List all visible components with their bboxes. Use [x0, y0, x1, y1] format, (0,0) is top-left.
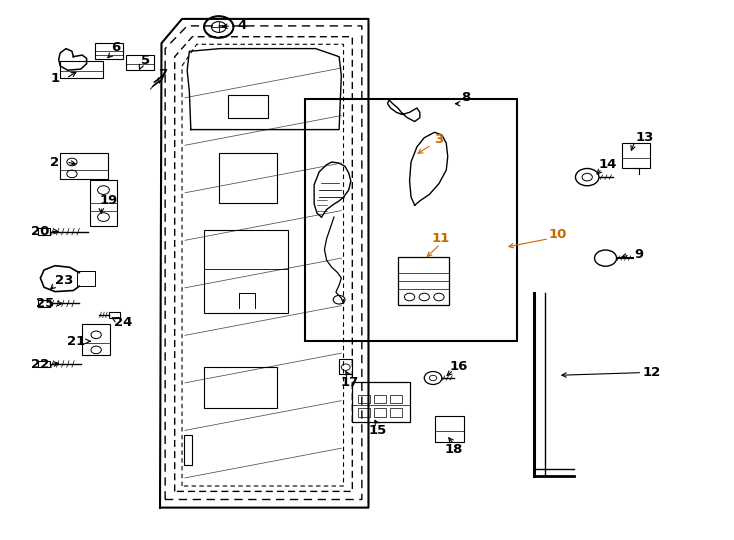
- Text: 6: 6: [112, 41, 120, 54]
- Bar: [305, 99, 517, 341]
- Text: 15: 15: [369, 424, 387, 437]
- Bar: [109, 312, 120, 318]
- Bar: [358, 395, 370, 403]
- Text: 2: 2: [51, 156, 59, 168]
- Text: 14: 14: [598, 158, 617, 171]
- Text: 9: 9: [634, 248, 643, 261]
- Bar: [374, 408, 386, 417]
- Text: 3: 3: [435, 133, 443, 146]
- Bar: [38, 361, 50, 367]
- Text: 1: 1: [51, 72, 59, 85]
- Text: 23: 23: [55, 274, 74, 287]
- Bar: [228, 95, 268, 118]
- Text: 13: 13: [635, 131, 654, 144]
- Bar: [60, 61, 103, 78]
- Text: 22: 22: [32, 358, 49, 371]
- Text: 21: 21: [68, 335, 85, 348]
- Bar: [204, 367, 277, 408]
- Text: 5: 5: [141, 54, 150, 67]
- Bar: [82, 324, 110, 355]
- Text: 19: 19: [100, 194, 117, 207]
- Bar: [204, 230, 288, 313]
- Text: 18: 18: [444, 443, 463, 456]
- Bar: [60, 153, 108, 179]
- Bar: [219, 153, 277, 202]
- Bar: [95, 43, 123, 59]
- Text: 12: 12: [643, 366, 661, 379]
- Text: 24: 24: [114, 316, 133, 329]
- Text: 17: 17: [341, 376, 358, 389]
- Text: 20: 20: [31, 225, 50, 238]
- Text: 25: 25: [37, 297, 54, 310]
- Text: 10: 10: [548, 228, 567, 241]
- Text: 16: 16: [449, 360, 468, 373]
- Bar: [126, 55, 154, 70]
- Bar: [339, 359, 352, 374]
- Bar: [38, 300, 50, 307]
- Bar: [38, 228, 50, 235]
- Bar: [77, 271, 95, 286]
- Text: 7: 7: [159, 68, 167, 81]
- Bar: [90, 180, 117, 226]
- Bar: [358, 408, 370, 417]
- Text: 4: 4: [238, 19, 247, 32]
- Bar: [435, 416, 464, 442]
- Bar: [398, 256, 449, 305]
- Bar: [352, 382, 410, 422]
- Bar: [622, 143, 650, 168]
- Bar: [374, 395, 386, 403]
- Text: 8: 8: [462, 91, 470, 104]
- Bar: [390, 395, 402, 403]
- Bar: [390, 408, 402, 417]
- Text: 11: 11: [432, 232, 449, 245]
